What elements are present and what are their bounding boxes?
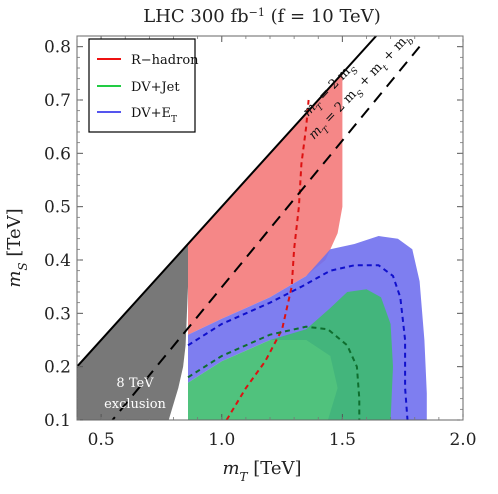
y-tick-label: 0.2 bbox=[44, 358, 71, 378]
y-axis-title: mS [TeV] bbox=[4, 208, 30, 287]
legend-label-dv-jet: DV+Jet bbox=[131, 80, 180, 95]
x-axis-var: m bbox=[222, 458, 239, 479]
region-dv-jet bbox=[188, 289, 393, 420]
title-main: LHC 300 fb bbox=[143, 6, 248, 27]
ticks-layer: 0.5 1.0 1.5 2.0 0.1 0.2 0.3 0.4 0.5 0.6 0.7 0.8 bbox=[44, 35, 477, 450]
x-axis-title: mT [TeV] bbox=[222, 458, 301, 484]
exclusion-label-line2: exclusion bbox=[104, 397, 166, 412]
y-axis-var: m bbox=[4, 271, 25, 288]
legend-label-r-hadron: R−hadron bbox=[131, 53, 199, 68]
contours-layer bbox=[187, 99, 409, 420]
y-tick-label: 0.1 bbox=[44, 411, 71, 431]
y-axis-unit: [TeV] bbox=[4, 208, 25, 262]
title-rest: (f = 10 TeV) bbox=[265, 6, 381, 27]
line-mT-equals-2mS-plus-mt-mb bbox=[111, 46, 421, 420]
x-axis-unit: [TeV] bbox=[248, 458, 302, 479]
diagonal-lines-layer bbox=[77, 36, 421, 420]
contour-dv-et bbox=[187, 264, 409, 420]
x-axis-sub: T bbox=[240, 470, 249, 484]
title-sup: −1 bbox=[249, 6, 265, 19]
y-tick-label: 0.3 bbox=[44, 304, 71, 324]
line-mT-equals-2mS bbox=[77, 36, 377, 368]
exclusion-label-line1: 8 TeV bbox=[116, 376, 154, 391]
x-tick-label: 1.5 bbox=[329, 430, 356, 450]
legend-label-dv-et: DV+ET bbox=[131, 106, 177, 125]
x-tick-label: 1.0 bbox=[208, 430, 235, 450]
y-axis-sub: S bbox=[16, 262, 30, 270]
region-8-tev-exclusion bbox=[77, 244, 188, 420]
y-tick-label: 0.6 bbox=[44, 144, 71, 164]
chart-title: LHC 300 fb−1 (f = 10 TeV) bbox=[143, 6, 380, 28]
contour-r-hadron bbox=[225, 99, 310, 420]
y-tick-label: 0.4 bbox=[44, 251, 71, 271]
y-tick-label: 0.7 bbox=[44, 91, 71, 111]
legend: R−hadron DV+Jet DV+ET bbox=[88, 38, 199, 133]
contour-dv-jet bbox=[187, 325, 361, 420]
x-tick-label: 2.0 bbox=[449, 430, 476, 450]
x-tick-label: 0.5 bbox=[88, 430, 115, 450]
y-tick-label: 0.5 bbox=[44, 198, 71, 218]
y-tick-label: 0.8 bbox=[44, 38, 71, 58]
